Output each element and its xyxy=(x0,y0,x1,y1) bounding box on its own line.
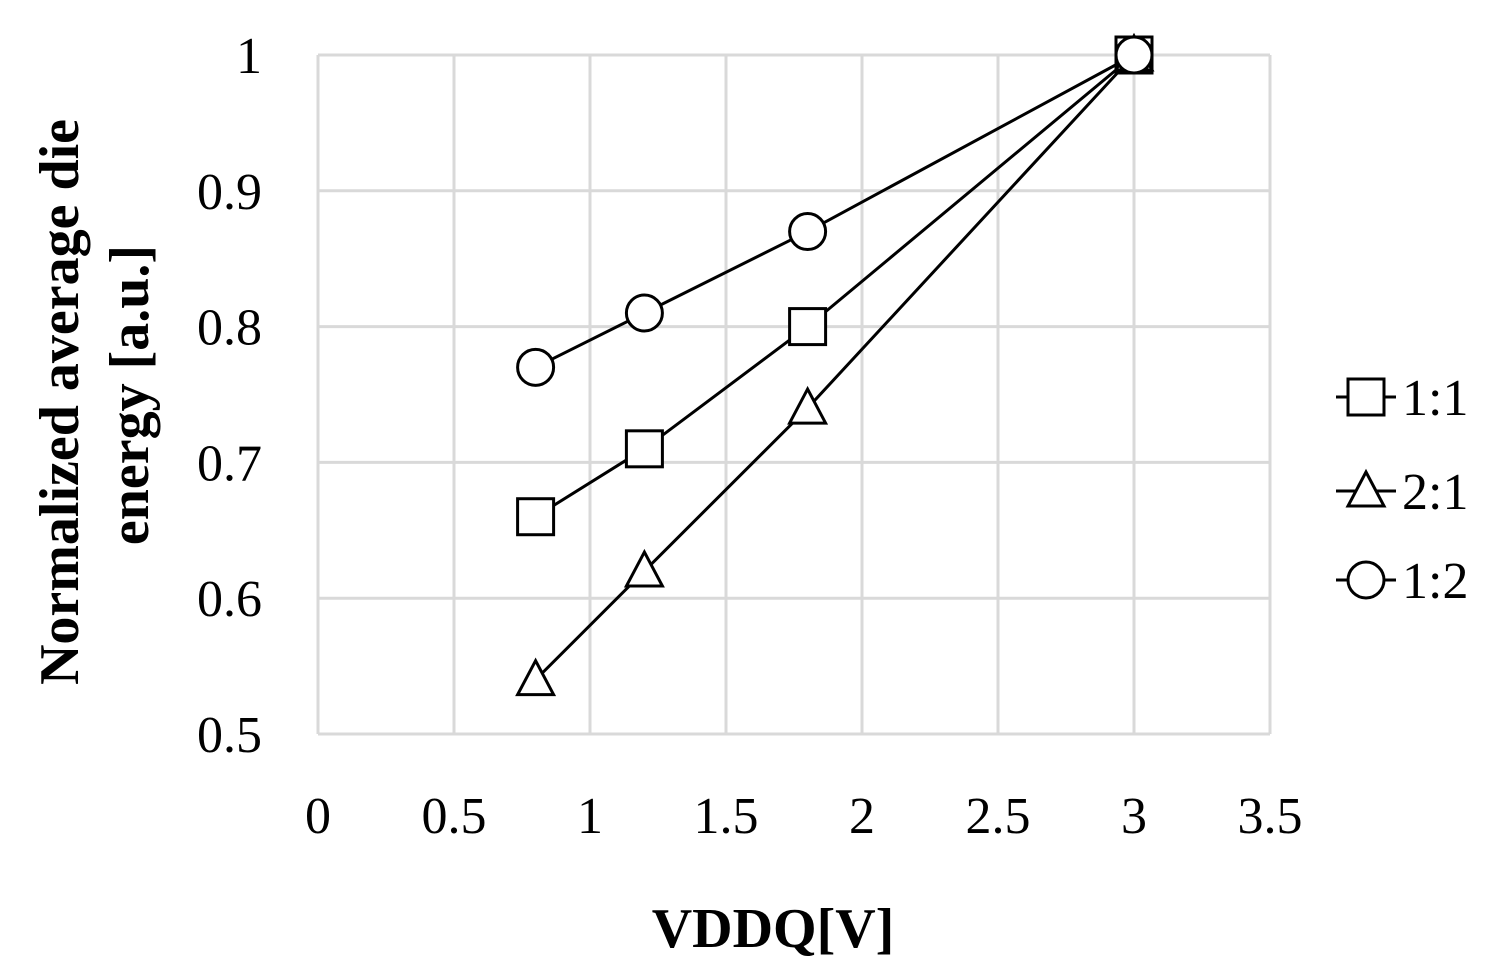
square-marker xyxy=(788,307,828,347)
triangle-marker xyxy=(787,385,829,425)
x-tick-label: 2.5 xyxy=(966,788,1031,845)
legend-label: 2:1 xyxy=(1402,464,1468,521)
y-axis-title-line-2: energy [a.u.] xyxy=(99,245,161,545)
x-tick-label: 2 xyxy=(849,788,875,845)
y-tick-label: 0.7 xyxy=(197,435,262,492)
legend-triangle-icon xyxy=(1345,468,1387,508)
x-tick-label: 0.5 xyxy=(422,788,487,845)
grid xyxy=(316,53,1272,736)
circle-marker xyxy=(516,347,556,387)
x-tick-label: 0 xyxy=(305,788,331,845)
series-line xyxy=(534,53,1136,681)
x-axis-title: VDDQ[V] xyxy=(652,898,895,960)
x-tick-label: 1.5 xyxy=(694,788,759,845)
tick-labels: 0 0.5 1 1.5 2 2.5 3 3.5 0.5 0.6 0.7 0.8 0.9 1 xyxy=(197,28,1303,845)
legend-item: 1:1 xyxy=(1336,370,1468,427)
y-tick-label: 1 xyxy=(236,28,262,85)
legend-square-icon xyxy=(1346,377,1386,417)
y-axis-title-line-1: Normalized average die xyxy=(29,119,91,685)
legend-item: 2:1 xyxy=(1336,464,1468,521)
series-group xyxy=(515,32,1155,697)
y-tick-label: 0.5 xyxy=(197,707,262,764)
legend-label: 1:1 xyxy=(1402,370,1468,427)
circle-marker xyxy=(624,293,664,333)
triangle-marker xyxy=(623,548,665,588)
square-marker xyxy=(516,497,556,537)
series-line xyxy=(534,53,1135,518)
legend: 1:1 2:1 1:2 xyxy=(1336,370,1468,610)
legend-circle-icon xyxy=(1346,560,1386,600)
legend-label: 1:2 xyxy=(1402,553,1468,610)
square-marker xyxy=(624,429,664,469)
series-circle xyxy=(516,35,1154,387)
y-tick-label: 0.6 xyxy=(197,571,262,628)
y-tick-label: 0.8 xyxy=(197,300,262,357)
triangle-marker xyxy=(515,657,557,697)
circle-marker xyxy=(1114,35,1154,75)
x-tick-label: 3 xyxy=(1121,788,1147,845)
circle-marker xyxy=(788,212,828,252)
legend-item: 1:2 xyxy=(1336,553,1468,610)
series-triangle xyxy=(515,32,1155,697)
series-square xyxy=(516,35,1154,537)
y-tick-label: 0.9 xyxy=(197,164,262,221)
y-axis-title: Normalized average die energy [a.u.] xyxy=(29,105,161,685)
series-line xyxy=(534,53,1135,369)
x-tick-label: 3.5 xyxy=(1238,788,1303,845)
x-tick-label: 1 xyxy=(577,788,603,845)
